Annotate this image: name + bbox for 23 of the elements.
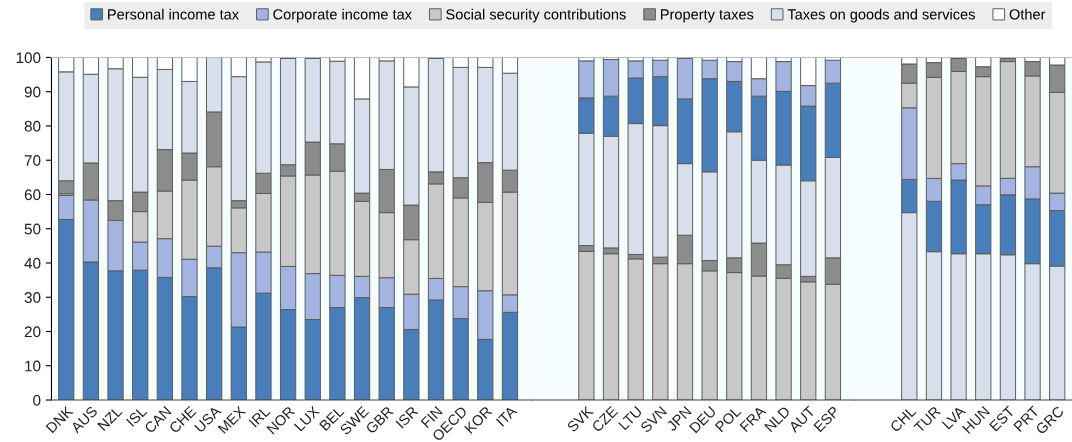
y-tick-label: 90: [24, 86, 41, 98]
legend-label: Property taxes: [661, 9, 754, 23]
y-tick-label: 10: [25, 360, 41, 372]
legend-label: Corporate income tax: [273, 8, 412, 23]
y-tick-label: 70: [24, 155, 41, 166]
y-tick-label: 80: [24, 120, 41, 132]
y-tick-label: 0: [33, 394, 41, 406]
legend-label: Other: [1009, 8, 1046, 20]
x-tick-label: ITA: [496, 405, 518, 427]
x-tick-label: ISR: [395, 405, 419, 429]
y-tick-label: 30: [24, 292, 41, 303]
x-tick-label: POL: [714, 405, 742, 433]
x-tick-label: ISL: [125, 405, 148, 427]
legend-label: Social security contributions: [446, 8, 626, 23]
y-tick-label: 40: [24, 257, 41, 269]
legend-label: Personal income tax: [108, 8, 239, 20]
y-tick-label: 20: [24, 326, 41, 338]
x-tick-label: FRA: [739, 405, 767, 433]
y-tick-label: 60: [24, 189, 41, 201]
y-tick-label: 100: [16, 52, 41, 64]
y-tick-label: 50: [24, 223, 41, 235]
x-tick-label: NZL: [97, 405, 123, 431]
legend-label: Taxes on goods and services: [787, 8, 975, 23]
